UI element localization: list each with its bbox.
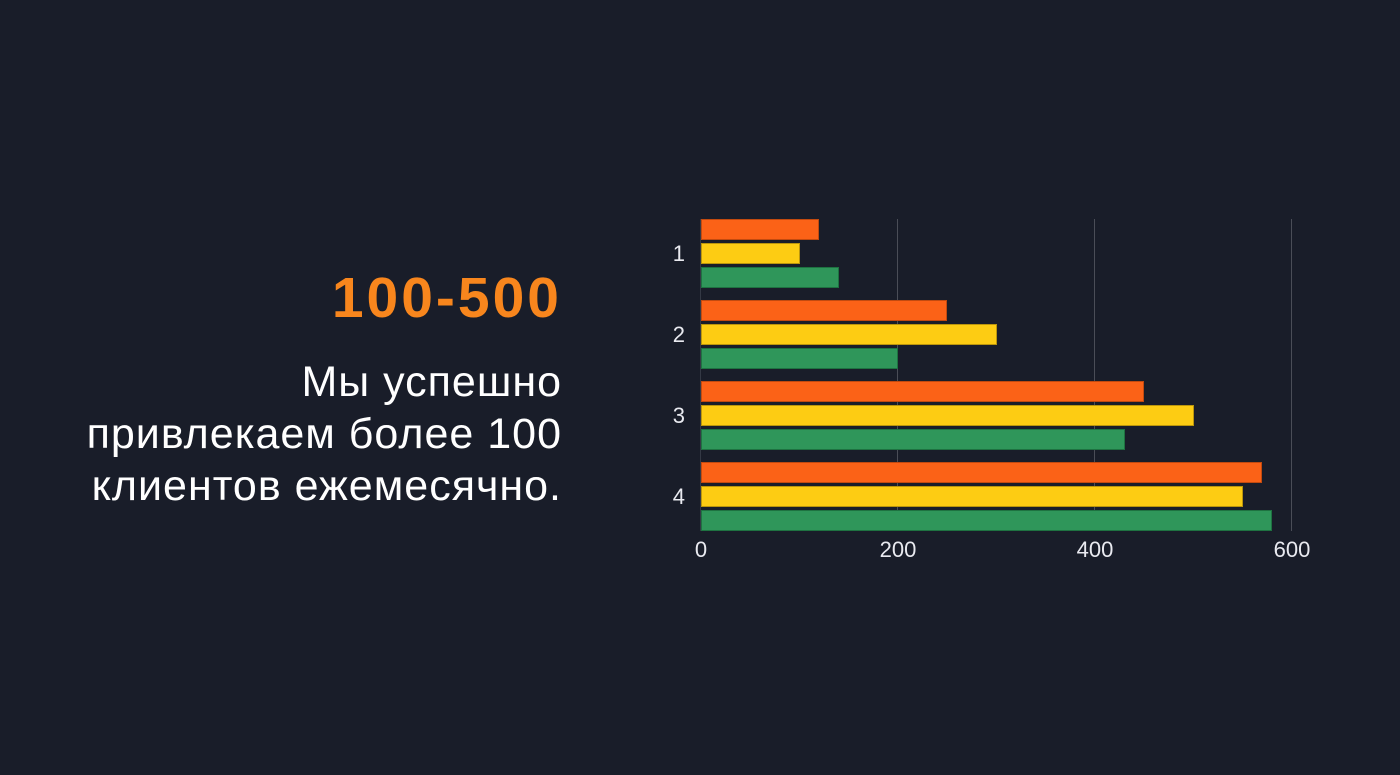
bar-yellow-group-1 — [701, 243, 800, 264]
bar-green-group-2 — [701, 348, 898, 369]
x-tick-label-400: 400 — [1076, 537, 1114, 562]
y-tick-label-3: 3 — [672, 402, 685, 428]
chart-plot-area: 1 2 3 4 0 200 400 600 — [673, 219, 1310, 562]
gridline-x-200 — [897, 219, 898, 531]
bar-orange-group-2 — [701, 300, 947, 321]
y-tick-label-1: 1 — [672, 240, 685, 266]
x-tick-label-0: 0 — [694, 537, 708, 562]
description-line-2: привлекаем более 100 — [86, 409, 562, 458]
description-line-1: Мы успешно — [301, 357, 562, 406]
bar-yellow-group-2 — [701, 324, 997, 345]
bar-green-group-1 — [701, 267, 839, 288]
description-line-3: клиентов ежемесячно. — [91, 461, 562, 510]
gridline-x-400 — [1094, 219, 1095, 531]
stat-headline: 100-500 — [331, 266, 562, 330]
bar-orange-group-4 — [701, 462, 1262, 483]
bar-orange-group-1 — [701, 219, 819, 240]
x-tick-label-600: 600 — [1273, 537, 1311, 562]
gridline-x-600 — [1291, 219, 1292, 531]
x-tick-label-200: 200 — [879, 537, 917, 562]
bar-green-group-3 — [701, 429, 1125, 450]
bar-yellow-group-4 — [701, 486, 1243, 507]
y-tick-label-2: 2 — [672, 321, 685, 347]
stats-panel: 100-500 Мы успешно привлекаем более 100 … — [0, 267, 562, 512]
y-tick-label-4: 4 — [672, 483, 685, 509]
stat-description: Мы успешно привлекаем более 100 клиентов… — [0, 356, 562, 512]
bar-orange-group-3 — [701, 381, 1144, 402]
bar-yellow-group-3 — [701, 405, 1194, 426]
bar-green-group-4 — [701, 510, 1272, 531]
grouped-bar-chart: 1 2 3 4 0 200 400 600 — [673, 219, 1310, 562]
